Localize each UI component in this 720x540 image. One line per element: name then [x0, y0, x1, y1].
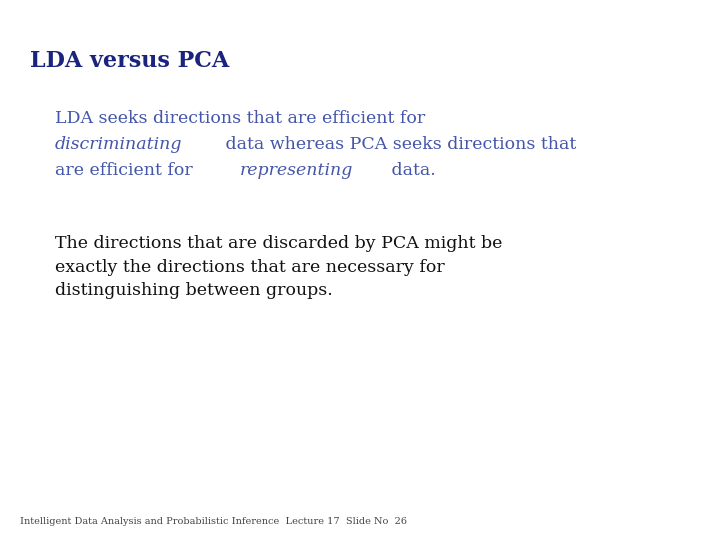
Text: representing: representing	[240, 162, 354, 179]
Text: LDA versus PCA: LDA versus PCA	[30, 50, 229, 72]
Text: data whereas PCA seeks directions that: data whereas PCA seeks directions that	[220, 136, 576, 153]
Text: The directions that are discarded by PCA might be
exactly the directions that ar: The directions that are discarded by PCA…	[55, 235, 503, 299]
Text: LDA seeks directions that are efficient for: LDA seeks directions that are efficient …	[55, 110, 426, 127]
Text: Intelligent Data Analysis and Probabilistic Inference  Lecture 17  Slide No  26: Intelligent Data Analysis and Probabilis…	[20, 517, 407, 526]
Text: are efficient for: are efficient for	[55, 162, 198, 179]
Text: discriminating: discriminating	[55, 136, 182, 153]
Text: data.: data.	[386, 162, 436, 179]
